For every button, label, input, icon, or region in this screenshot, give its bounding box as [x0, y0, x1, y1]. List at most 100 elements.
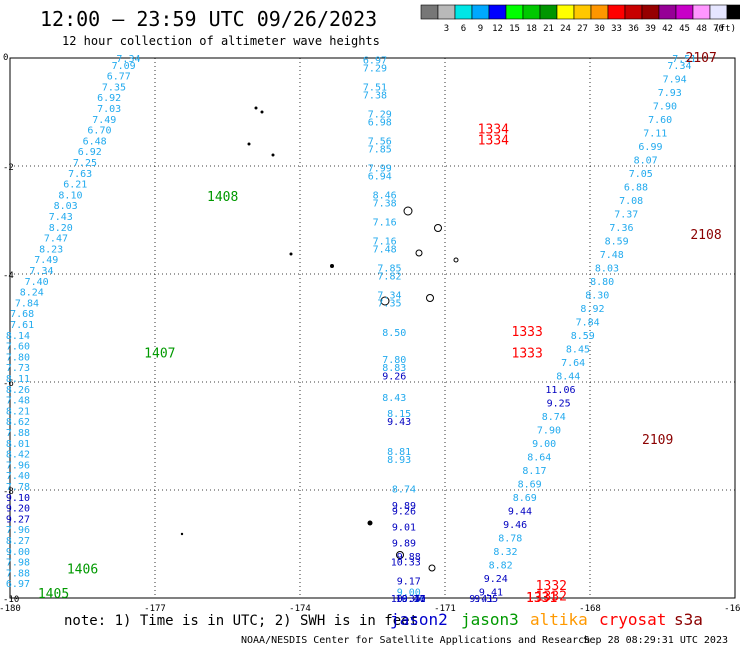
wave-height-label: 7.68	[10, 309, 34, 320]
wave-height-label: 8.01	[6, 439, 30, 450]
wave-height-label: 7.96	[6, 460, 30, 471]
colorbar-bin	[488, 4, 507, 20]
colorbar-tick-label: 24	[560, 24, 571, 34]
satellite-legend-jason3: jason3	[461, 610, 519, 629]
wave-height-label: 8.16	[402, 594, 426, 605]
pass-time-label: 1332	[536, 579, 567, 594]
wave-height-label: 6.77	[107, 72, 131, 83]
wave-height-label: 8.07	[634, 155, 658, 166]
pass-time-label: 1405	[38, 587, 69, 602]
wave-height-label: 6.92	[97, 93, 121, 104]
wave-height-label: 7.37	[614, 209, 638, 220]
colorbar-bin	[641, 4, 660, 20]
wave-height-label: 8.64	[527, 452, 551, 463]
colorbar-bin	[726, 4, 740, 20]
colorbar-bin	[692, 4, 711, 20]
wave-height-label: 8.27	[6, 536, 30, 547]
x-tick-label: -177	[144, 604, 166, 614]
wave-height-label: 7.88	[6, 568, 30, 579]
wave-height-label: 8.69	[518, 479, 542, 490]
wave-height-label: 9.01	[392, 523, 416, 534]
wave-height-label: 7.48	[6, 396, 30, 407]
wave-height-label: 8.81	[387, 447, 411, 458]
wave-height-label: 7.84	[576, 317, 600, 328]
island-shape	[254, 106, 258, 110]
wave-height-label: 8.03	[54, 201, 78, 212]
wave-height-label: 8.15	[387, 409, 411, 420]
wave-height-label: 7.51	[672, 54, 696, 65]
colorbar-tick-label: 30	[594, 24, 605, 34]
pass-time-label: 2107	[686, 51, 717, 66]
x-tick-label: -174	[289, 604, 311, 614]
pass-time-label: 1408	[207, 190, 238, 205]
wave-height-label: 7.16	[373, 217, 397, 228]
pass-time-label: 2108	[690, 228, 721, 243]
wave-height-label: 8.11	[6, 374, 30, 385]
colorbar-tick-label: 27	[577, 24, 588, 34]
wave-height-label: 7.09	[112, 61, 136, 72]
wave-height-label: 7.35	[102, 82, 126, 93]
wave-height-label: 7.78	[6, 482, 30, 493]
wave-height-label: 9.89	[392, 539, 416, 550]
wave-height-label: 8.24	[20, 288, 44, 299]
wave-height-label: 8.93	[387, 455, 411, 466]
axis-labels: -180 -177 -174 -171 -168 -165 0 -2 -4 -6 -8 -10	[0, 53, 740, 614]
wave-height-label: 6.48	[83, 136, 107, 147]
satellite-legend-s3a: s3a	[674, 610, 703, 629]
colorbar-unit: (ft)	[714, 24, 736, 34]
x-tick-label: -165	[724, 604, 740, 614]
colorbar-tick-label: 9	[478, 24, 483, 34]
y-tick-label: -4	[3, 271, 14, 281]
colorbar-bin	[437, 4, 456, 20]
colorbar-tick-label: 70	[713, 24, 724, 34]
wave-height-label: 7.64	[561, 358, 585, 369]
wave-height-label: 8.69	[513, 493, 537, 504]
wave-height-label: 11.06	[545, 385, 575, 396]
wave-height-label: 10.33	[391, 558, 421, 569]
pass-time-label: 1407	[144, 347, 175, 362]
wave-height-label: 8.26	[6, 385, 30, 396]
wave-height-label: 7.43	[49, 212, 73, 223]
lat-lon-grid	[10, 58, 735, 598]
island-shape	[428, 564, 436, 572]
y-tick-label: 0	[3, 53, 8, 63]
colorbar-bin	[471, 4, 490, 20]
wave-height-label: 9.41	[479, 587, 503, 598]
wave-height-label: 7.38	[373, 199, 397, 210]
wave-height-label: 7.80	[382, 355, 406, 366]
wave-height-label: 9.26	[392, 506, 416, 517]
wave-height-label: 9.35	[474, 594, 498, 605]
wave-height-label: 7.82	[377, 271, 401, 282]
wave-height-label: 8.59	[571, 331, 595, 342]
wave-height-label: 9.25	[547, 398, 571, 409]
wave-height-label: 6.94	[368, 172, 392, 183]
wave-height-label: 9.44	[508, 506, 532, 517]
footer-note: note: 1) Time is in UTC; 2) SWH is in fe…	[64, 613, 418, 629]
wave-height-label: 9.27	[6, 514, 30, 525]
wave-height-label: 7.93	[658, 88, 682, 99]
wave-height-label: 7.63	[68, 169, 92, 180]
colorbar-bin	[556, 4, 575, 20]
satellite-legend-jason2: jason2	[390, 610, 448, 629]
colorbar-tick-label: 45	[679, 24, 690, 34]
island-shape	[367, 520, 373, 526]
wave-height-label: 7.03	[97, 104, 121, 115]
wave-height-label: 10.30	[396, 594, 426, 605]
y-tick-label: -6	[3, 379, 14, 389]
wave-height-label: 8.43	[382, 393, 406, 404]
wave-height-label: 7.34	[377, 290, 401, 301]
wave-height-label: 8.83	[382, 363, 406, 374]
wave-height-label: 10.35	[391, 594, 421, 605]
wave-height-label: 7.88	[6, 428, 30, 439]
pass-time-label: 1333	[512, 325, 543, 340]
wave-height-label: 8.03	[595, 263, 619, 274]
wave-height-label: 8.14	[6, 331, 30, 342]
wave-height-label: 8.92	[580, 304, 604, 315]
wave-height-label: 6.97	[6, 579, 30, 590]
island-shape	[271, 153, 275, 157]
wave-height-label: 8.42	[6, 450, 30, 461]
wave-height-label: 7.34	[116, 54, 140, 65]
wave-height-label: 7.96	[6, 525, 30, 536]
wave-height-label: 9.46	[503, 520, 527, 531]
